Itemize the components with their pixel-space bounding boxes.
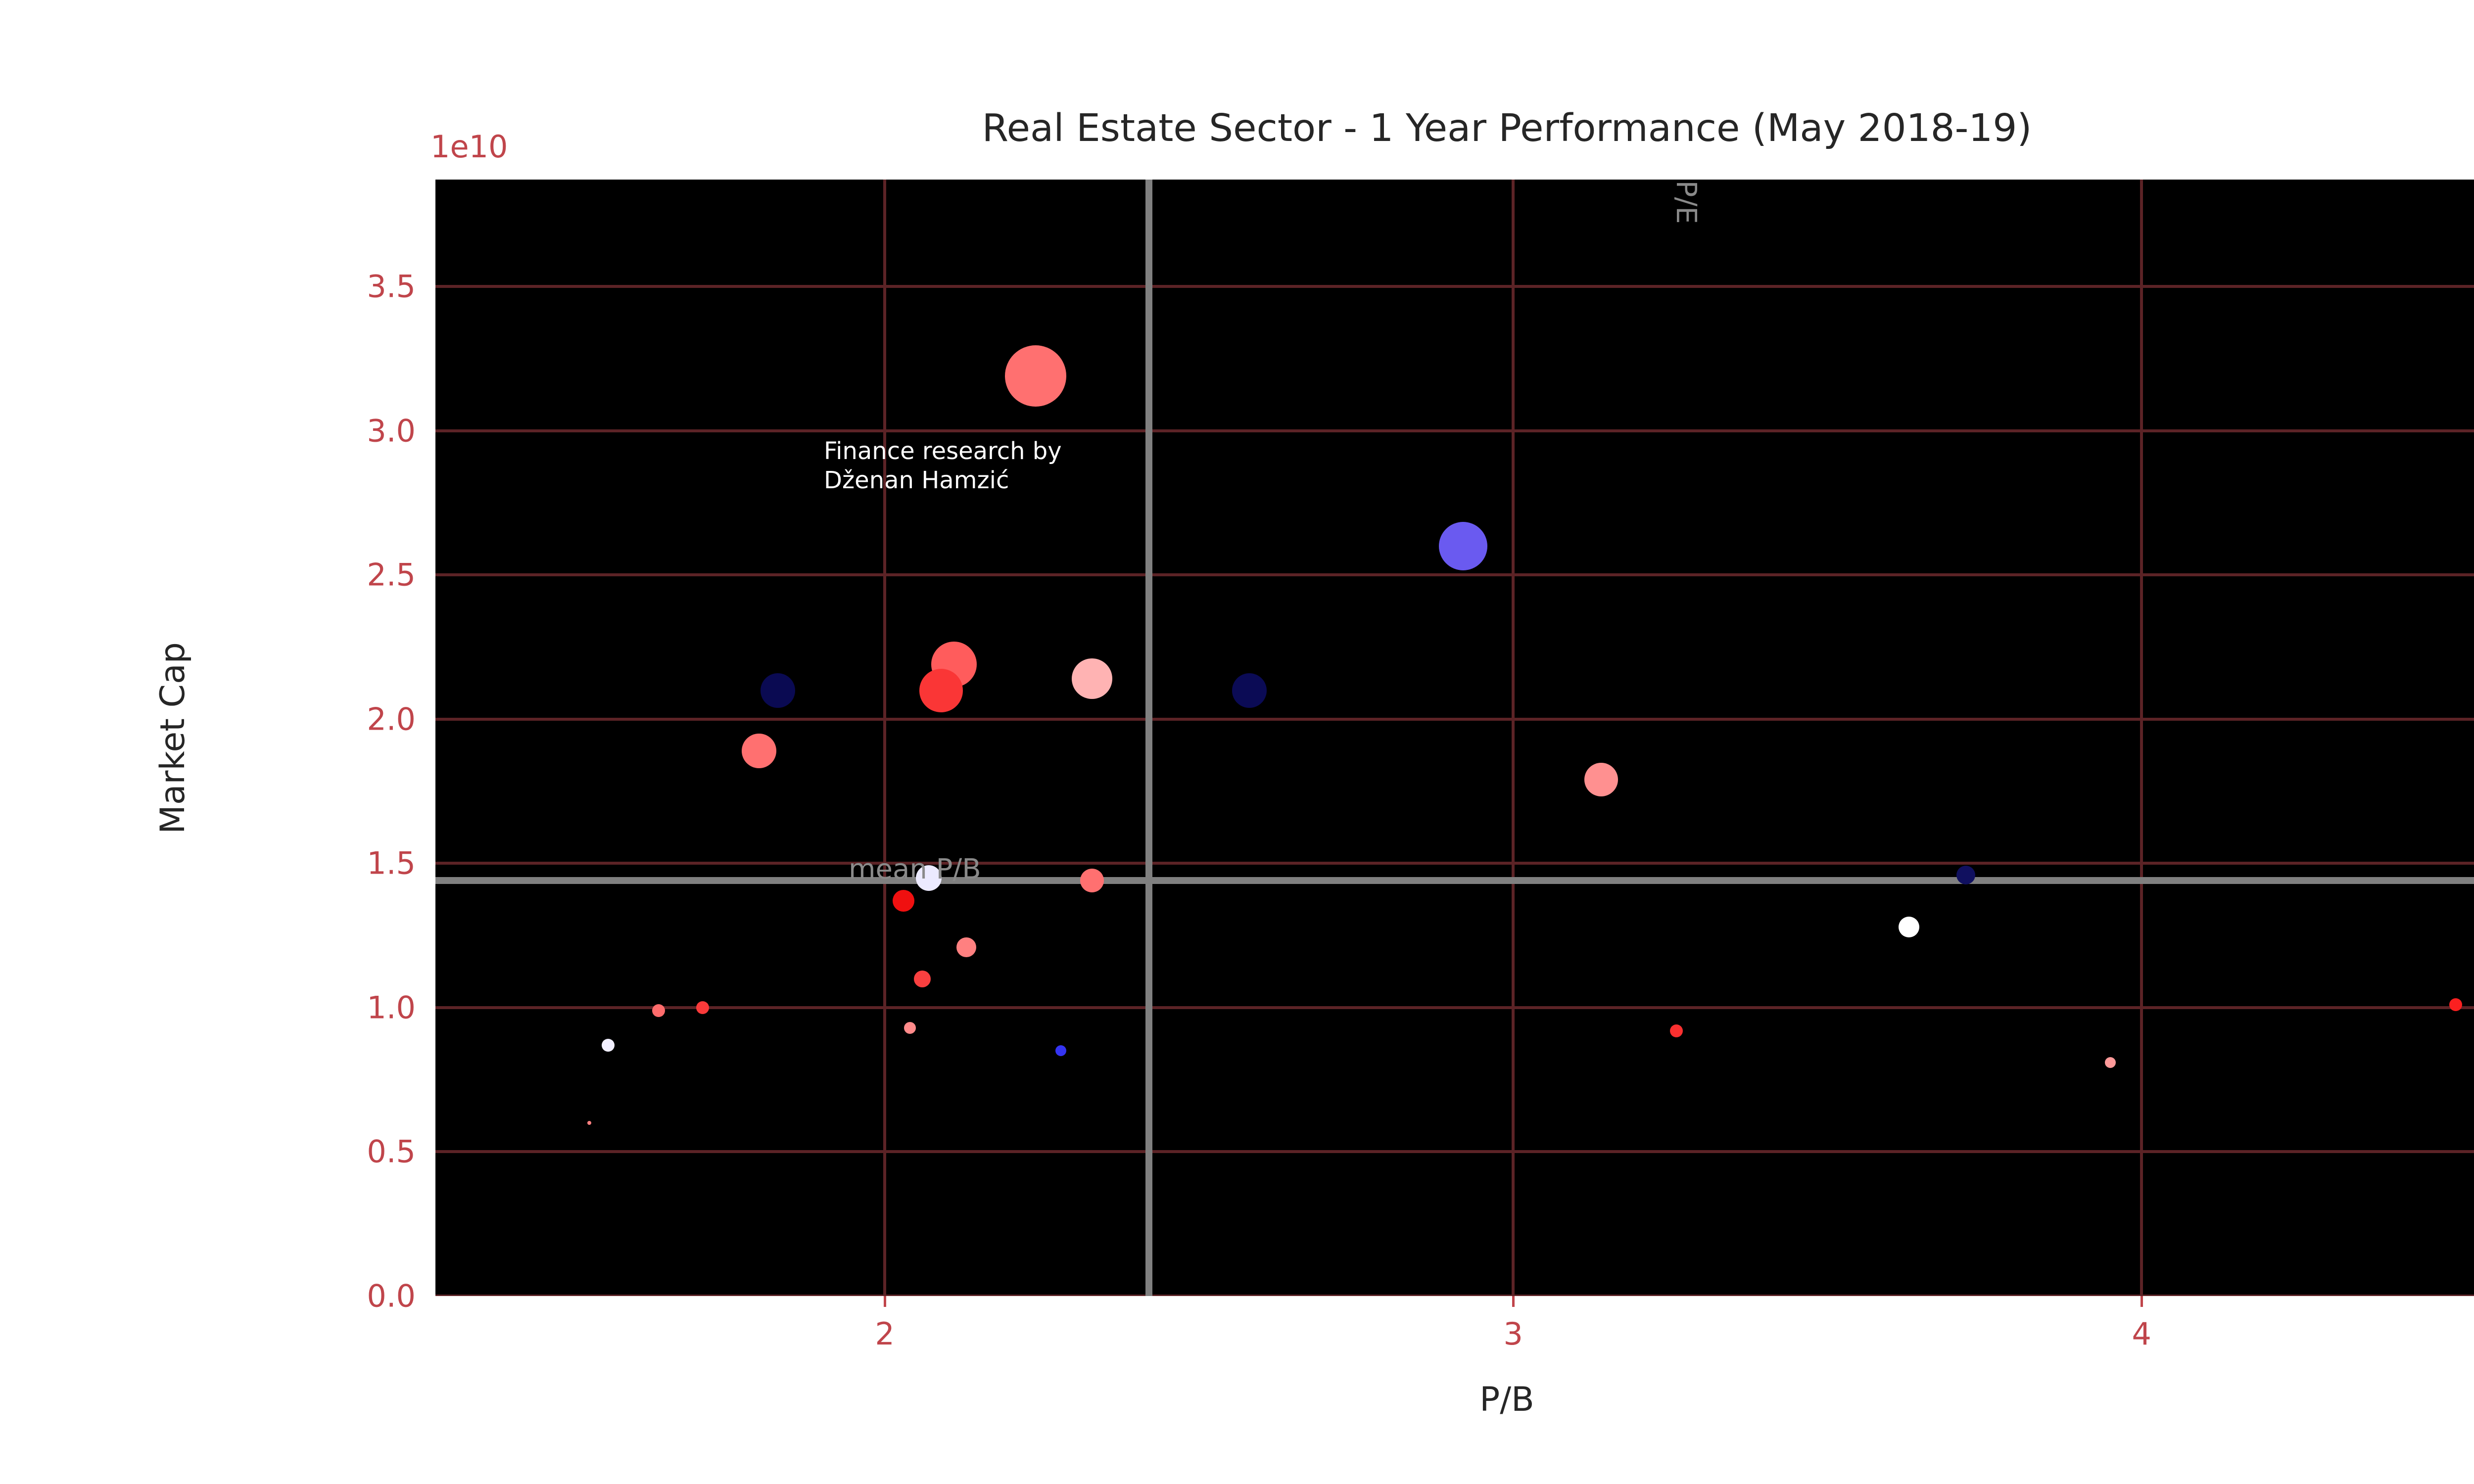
x-axis-label: P/B [1479, 1380, 1534, 1419]
gridline-vertical [883, 180, 887, 1296]
scatter-point [602, 1038, 615, 1052]
scatter-point [2449, 998, 2463, 1012]
gridline-vertical [2140, 180, 2143, 1296]
mean-line-horizontal [435, 877, 2474, 884]
y-tick-label: 1.0 [367, 989, 416, 1026]
scatter-point [587, 1121, 592, 1125]
x-tick-label: 2 [875, 1316, 895, 1352]
gridline-horizontal [435, 1150, 2474, 1154]
scatter-point [1584, 763, 1618, 797]
y-axis-label: Market Cap [153, 642, 192, 834]
gridline-horizontal [435, 573, 2474, 577]
scatter-point [1438, 522, 1487, 571]
x-tick-label: 3 [1503, 1316, 1523, 1352]
gridline-horizontal [435, 1006, 2474, 1009]
gridline-horizontal [435, 717, 2474, 721]
scatter-point [1899, 916, 1920, 937]
scatter-point [761, 673, 796, 708]
scatter-point [904, 1021, 916, 1034]
y-tick-label: 1.5 [367, 845, 416, 881]
scatter-point [696, 1001, 709, 1014]
y-axis-offset-label: 1e10 [430, 129, 508, 165]
x-tick-mark [1512, 1296, 1515, 1307]
plot-area: Finance research by Dženan Hamzić mean P… [435, 180, 2474, 1296]
x-tick-mark [884, 1296, 887, 1307]
scatter-point [956, 937, 977, 957]
scatter-point [1072, 658, 1113, 699]
gridline-horizontal [435, 1295, 2474, 1296]
scatter-point [1232, 673, 1267, 708]
gridline-vertical [1512, 180, 1515, 1296]
scatter-point [919, 668, 963, 712]
mean-line-vertical [1145, 180, 1152, 1296]
scatter-point [916, 865, 942, 891]
scatter-point [1956, 865, 1975, 884]
scatter-point [1670, 1024, 1683, 1037]
y-tick-label: 2.0 [367, 701, 416, 738]
scatter-point [1080, 869, 1104, 893]
y-tick-label: 3.0 [367, 413, 416, 449]
annotation-finance-research: Finance research by Dženan Hamzić [824, 437, 1062, 494]
scatter-point [2104, 1057, 2116, 1068]
scatter-point [742, 734, 777, 769]
y-tick-label: 0.5 [367, 1133, 416, 1170]
y-tick-label: 2.5 [367, 556, 416, 593]
gridline-horizontal [435, 285, 2474, 288]
scatter-point [914, 970, 931, 987]
x-tick-mark [2141, 1296, 2143, 1307]
x-tick-label: 4 [2132, 1316, 2151, 1352]
mean-pb-label: mean P/B [849, 853, 981, 885]
gridline-horizontal [435, 862, 2474, 865]
scatter-point [893, 890, 915, 912]
scatter-point [652, 1004, 665, 1017]
y-tick-label: 0.0 [367, 1278, 416, 1314]
gridline-horizontal [435, 429, 2474, 432]
y-axis-tick-labels: 0.0 0.5 1.0 1.5 2.0 2.5 3.0 3.5 [307, 0, 416, 1484]
scatter-point [1004, 345, 1066, 407]
scatter-point [1055, 1045, 1066, 1057]
page-title: Real Estate Sector - 1 Year Performance … [982, 106, 2032, 150]
y-tick-label: 3.5 [367, 268, 416, 305]
mean-pe-label: mean P/E [1670, 180, 1702, 224]
